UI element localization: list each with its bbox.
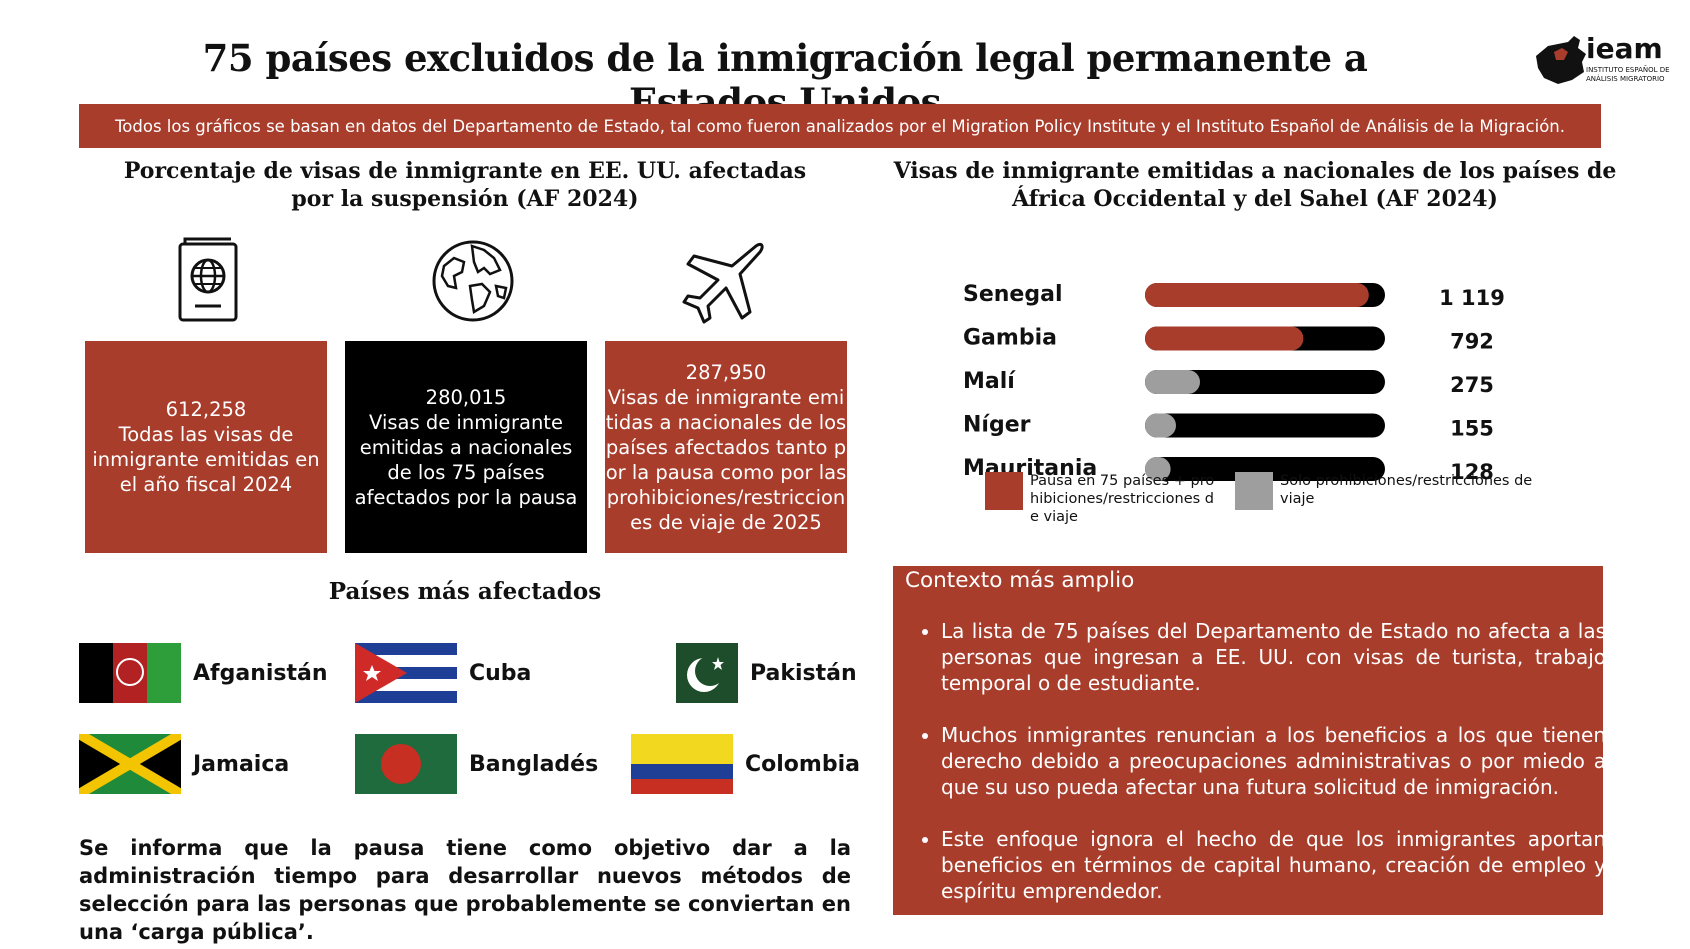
country-name: Jamaica xyxy=(193,751,290,777)
chart-title: Visas de inmigrante emitidas a nacionale… xyxy=(893,158,1617,212)
bar-value-label: 155 xyxy=(1450,417,1494,441)
stat-card-paused: 280,015 Visas de inmigrante emitidas a n… xyxy=(345,341,587,553)
country-banglades: Bangladés xyxy=(355,734,598,794)
country-colombia: Colombia xyxy=(631,734,860,794)
stat-card-pause-and-travel: 287,950 Visas de inmigrante emitidas a n… xyxy=(605,341,847,553)
countries-title: Países más afectados xyxy=(328,578,602,605)
pakistan-flag-icon xyxy=(654,643,738,703)
bar-value-label: 792 xyxy=(1450,330,1494,354)
jamaica-flag-icon xyxy=(79,734,181,794)
country-name: Afganistán xyxy=(193,660,328,686)
logo-text: ieam xyxy=(1586,32,1663,65)
airplane-icon xyxy=(678,236,768,326)
stat-label: Visas de inmigrante emitidas a nacionale… xyxy=(354,410,578,509)
bar-value-label: 128 xyxy=(1450,460,1494,484)
stat-value: 280,015 xyxy=(425,385,507,409)
bar-track xyxy=(1145,370,1385,394)
bar-níger xyxy=(1145,413,1176,438)
context-bullet: Este enfoque ignora el hecho de que los … xyxy=(941,826,1606,904)
bar-senegal xyxy=(1145,283,1369,307)
bar-mauritania xyxy=(1145,457,1171,481)
pause-note: Se informa que la pausa tiene como objet… xyxy=(79,836,851,944)
bar-category-label: Níger xyxy=(963,413,1031,438)
context-title: Contexto más amplio xyxy=(905,568,1135,593)
bar-category-label: Malí xyxy=(963,369,1016,394)
stat-card-total: 612,258 Todas las visas de inmigrante em… xyxy=(85,341,327,553)
globe-icon xyxy=(428,236,518,326)
chart-legend: Pausa en 75 países + prohibiciones/restr… xyxy=(985,472,1565,532)
country-name: Bangladés xyxy=(469,751,599,777)
bar-malí xyxy=(1145,370,1200,394)
stat-label: Todas las visas de inmigrante emitidas e… xyxy=(92,423,320,496)
colombia-flag-icon xyxy=(631,734,733,794)
bar-track xyxy=(1145,413,1385,438)
stat-value: 612,258 xyxy=(165,398,247,421)
bar-category-label: Senegal xyxy=(963,282,1062,307)
context-box: Contexto más amplio La lista de 75 paíse… xyxy=(893,566,1606,915)
left-section-title: Porcentaje de visas de inmigrante en EE.… xyxy=(123,158,807,212)
logo-subtitle: INSTITUTO ESPAÑOL DE ANÁLISIS MIGRATORIO xyxy=(1586,66,1670,84)
map-logo-icon xyxy=(1536,36,1586,84)
bar-value-label: 275 xyxy=(1450,373,1494,397)
country-name: Pakistán xyxy=(750,660,857,686)
stat-label: Visas de inmigrante emitidas a nacionale… xyxy=(605,385,847,534)
country-name: Colombia xyxy=(745,751,860,777)
country-pakistan: Pakistán xyxy=(654,643,857,703)
legend-label: Solo prohibiciones/restricciones de viaj… xyxy=(1280,473,1533,507)
legend-label: Pausa en 75 países + prohibiciones/restr… xyxy=(1030,473,1215,525)
page-title: 75 países excluidos de la inmigración le… xyxy=(202,36,1368,124)
stat-value: 287,950 xyxy=(685,360,767,384)
context-bullet: La lista de 75 países del Departamento d… xyxy=(941,618,1606,696)
legend-item-travel: Solo prohibiciones/restricciones de viaj… xyxy=(1235,472,1555,510)
country-cuba: Cuba xyxy=(355,643,531,703)
context-bullet: Muchos inmigrantes renuncian a los benef… xyxy=(941,722,1606,800)
country-afganistan: Afganistán xyxy=(79,643,328,703)
bar-value-label: 1 119 xyxy=(1439,286,1505,310)
logo-subtitle-line-1: INSTITUTO ESPAÑOL DE xyxy=(1586,66,1670,74)
source-banner: Todos los gráficos se basan en datos del… xyxy=(79,104,1601,148)
cuba-flag-icon xyxy=(355,643,457,703)
legend-item-pause: Pausa en 75 países + prohibiciones/restr… xyxy=(985,472,1235,526)
country-name: Cuba xyxy=(469,660,532,686)
bangladesh-flag-icon xyxy=(355,734,457,794)
country-jamaica: Jamaica xyxy=(79,734,289,794)
afghanistan-flag-icon xyxy=(79,643,181,703)
ieam-logo: ieam INSTITUTO ESPAÑOL DE ANÁLISIS MIGRA… xyxy=(1528,26,1678,94)
bar-category-label: Gambia xyxy=(963,326,1057,351)
bar-track xyxy=(1145,457,1385,481)
context-list: La lista de 75 países del Departamento d… xyxy=(921,618,1606,930)
legend-swatch-pause xyxy=(985,472,1023,510)
passport-icon xyxy=(163,236,253,326)
logo-subtitle-line-2: ANÁLISIS MIGRATORIO xyxy=(1586,75,1665,83)
legend-swatch-travel xyxy=(1235,472,1273,510)
bar-gambia xyxy=(1145,326,1304,351)
